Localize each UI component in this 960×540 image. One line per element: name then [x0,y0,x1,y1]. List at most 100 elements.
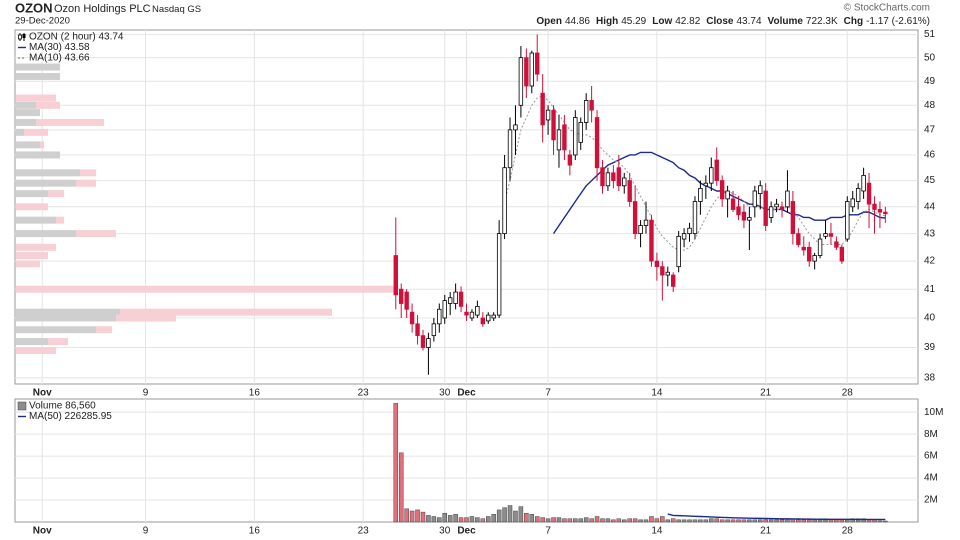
volume-bar [469,516,475,523]
volume-bar [670,518,676,523]
volume-bar [747,519,752,523]
vbp-up-bar [16,230,76,238]
volume-bar [654,518,660,523]
candle-body [409,311,415,325]
x-tick-label: 14 [651,388,663,399]
volume-bar [616,518,622,523]
vbp-down-bar [76,179,96,187]
candle-body [556,129,562,151]
candle-body [393,255,398,296]
volume-bar [632,518,638,523]
volume-bar [676,519,681,523]
volume-bar [431,516,437,523]
volume-bar [883,520,888,523]
quote-label: Volume [768,16,804,27]
x-tick-label: Nov [33,526,52,537]
candle-body [469,311,475,319]
x-tick-label: 9 [143,388,149,399]
volume-bar [486,516,491,523]
volume-bar [534,516,540,523]
vbp-down-bar [16,203,48,211]
candle-body [709,167,714,184]
volume-bar [447,515,453,523]
volume-bar [556,517,562,523]
candle-body [834,241,839,248]
vbp-down-bar [36,101,60,109]
legend-icon [18,34,22,40]
volume-bar [845,519,850,523]
candle-body [790,201,796,235]
volume-bar [681,519,687,523]
candle-body [404,291,409,310]
candle-body [480,317,486,325]
legend-label: MA(30) 43.58 [29,42,90,53]
x-tick-label: 21 [760,388,772,399]
volume-bar [502,507,507,523]
volume-bar [834,519,839,523]
vbp-up-bar [16,190,48,198]
candle-body [736,206,741,216]
volume-bar [437,517,442,523]
volume-bar [649,516,654,523]
candle-body [458,291,464,307]
candle-body [426,338,431,348]
candle-body [600,167,605,187]
vbp-down-bar [76,230,116,238]
x-tick-label: 7 [545,526,551,537]
vbp-up-bar [16,72,60,80]
candle-body [698,187,703,202]
candle-body [551,109,556,141]
volume-bar [415,509,420,523]
volume-bar [812,519,817,523]
vbp-down-bar [56,216,64,224]
volume-average [667,513,886,521]
volume-bar [796,519,801,523]
x-tick-label: 7 [545,388,551,399]
volume-bar [687,519,692,523]
candle-body [877,209,883,213]
vbp-up-bar [16,63,60,71]
volume-bar [496,509,502,523]
volume-bar [513,510,518,523]
vbp-up-bar [16,101,36,109]
x-tick-label: 16 [249,388,261,399]
candle-body [725,190,730,200]
candle-body [779,206,785,210]
quote-label: High [596,16,618,27]
legend-label: OZON (2 hour) 43.74 [29,32,124,43]
candle-body [415,323,420,337]
candle-body [605,172,611,187]
volume-bar [589,518,594,523]
candle-body [676,235,681,268]
candle-body [719,180,725,200]
quote-label: Close [706,16,734,27]
volume-bar [578,518,583,523]
quote-value: 44.86 [565,16,590,27]
quote-label: Low [652,16,672,27]
volume-bar [442,512,447,523]
vbp-up-bar [16,338,48,346]
candle-body [763,190,768,226]
y-tick-label: 48 [924,100,936,111]
volume-bar [757,519,763,523]
candle-body [518,57,524,106]
volume-bar [627,518,632,523]
candle-body [643,219,649,226]
x-tick-label: Nov [33,388,52,399]
candle-body [464,311,469,316]
y-tick-label: 6M [924,451,938,462]
volume-bar [583,517,589,523]
y-tick-label: 41 [924,284,936,295]
vbp-down-bar [16,243,56,251]
candle-body [768,206,774,218]
volume-bar [828,519,834,523]
candle-body [638,225,643,235]
candle-body [578,122,583,143]
legend-label: MA(10) 43.66 [29,53,90,64]
candle-body [883,211,888,215]
legend-icon [17,401,27,411]
candle-body [714,159,719,181]
volume-bar [817,519,823,523]
x-tick-label: 23 [358,526,370,537]
